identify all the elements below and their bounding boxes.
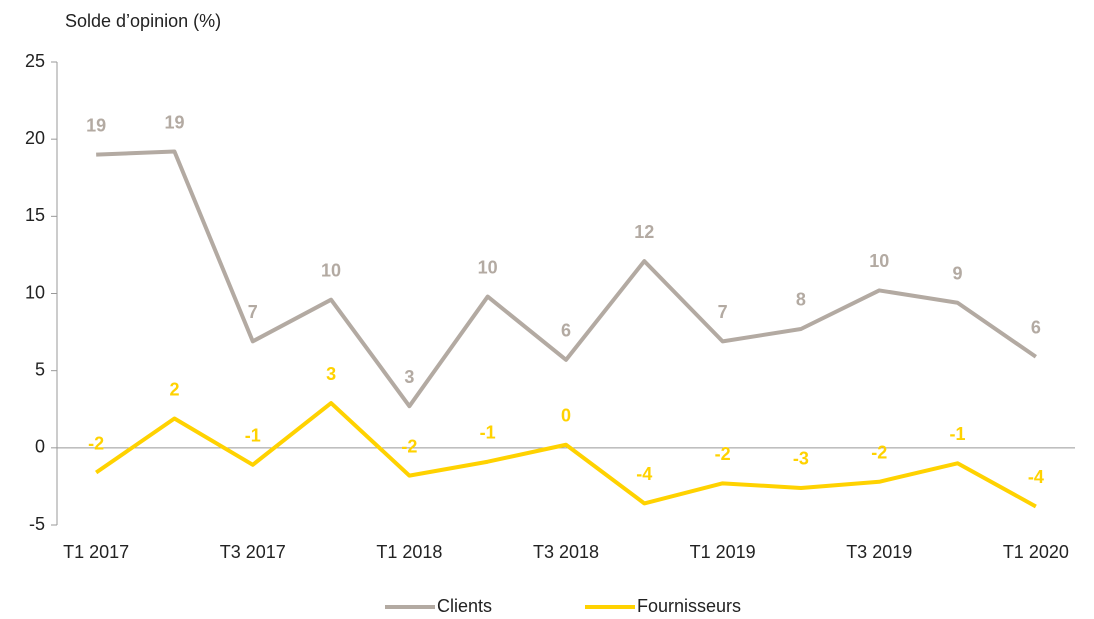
- value-label: -1: [245, 426, 261, 446]
- value-label: 7: [718, 302, 728, 322]
- value-label: 3: [404, 367, 414, 387]
- series-line: [95, 401, 1037, 509]
- value-label: -2: [88, 433, 104, 453]
- value-label: -4: [1028, 467, 1044, 487]
- value-label: 3: [326, 364, 336, 384]
- value-label: -1: [950, 424, 966, 444]
- x-tick-label: T3 2018: [533, 542, 599, 562]
- series-line: [96, 149, 1037, 409]
- value-label: -4: [636, 464, 652, 484]
- value-label: 10: [869, 251, 889, 271]
- legend-label: Clients: [437, 596, 492, 616]
- value-label: -2: [715, 444, 731, 464]
- value-label: 6: [561, 321, 571, 341]
- value-label: 19: [86, 115, 106, 135]
- value-label: 0: [561, 405, 571, 425]
- x-tick-label: T3 2019: [846, 542, 912, 562]
- value-label: 9: [953, 264, 963, 284]
- y-tick-label: 15: [25, 205, 45, 225]
- value-label: 10: [478, 257, 498, 277]
- value-label: -2: [871, 443, 887, 463]
- value-label: 8: [796, 290, 806, 310]
- x-tick-label: T1 2019: [690, 542, 756, 562]
- value-label: 2: [169, 379, 179, 399]
- x-tick-label: T1 2017: [63, 542, 129, 562]
- y-axis-label: Solde d’opinion (%): [65, 11, 221, 31]
- y-tick-label: 0: [35, 437, 45, 457]
- x-tick-label: T3 2017: [220, 542, 286, 562]
- y-tick-label: 25: [25, 51, 45, 71]
- value-label: 12: [634, 222, 654, 242]
- value-label: -1: [480, 422, 496, 442]
- y-tick-label: 10: [25, 282, 45, 302]
- y-tick-label: 20: [25, 128, 45, 148]
- value-label: 7: [248, 302, 258, 322]
- y-tick-label: -5: [29, 514, 45, 534]
- value-label: -2: [401, 436, 417, 456]
- value-label: 10: [321, 260, 341, 280]
- x-tick-label: T1 2020: [1003, 542, 1069, 562]
- y-tick-label: 5: [35, 359, 45, 379]
- legend-label: Fournisseurs: [637, 596, 741, 616]
- value-label: -3: [793, 449, 809, 469]
- x-tick-label: T1 2018: [376, 542, 442, 562]
- value-label: 19: [164, 112, 184, 132]
- value-label: 6: [1031, 318, 1041, 338]
